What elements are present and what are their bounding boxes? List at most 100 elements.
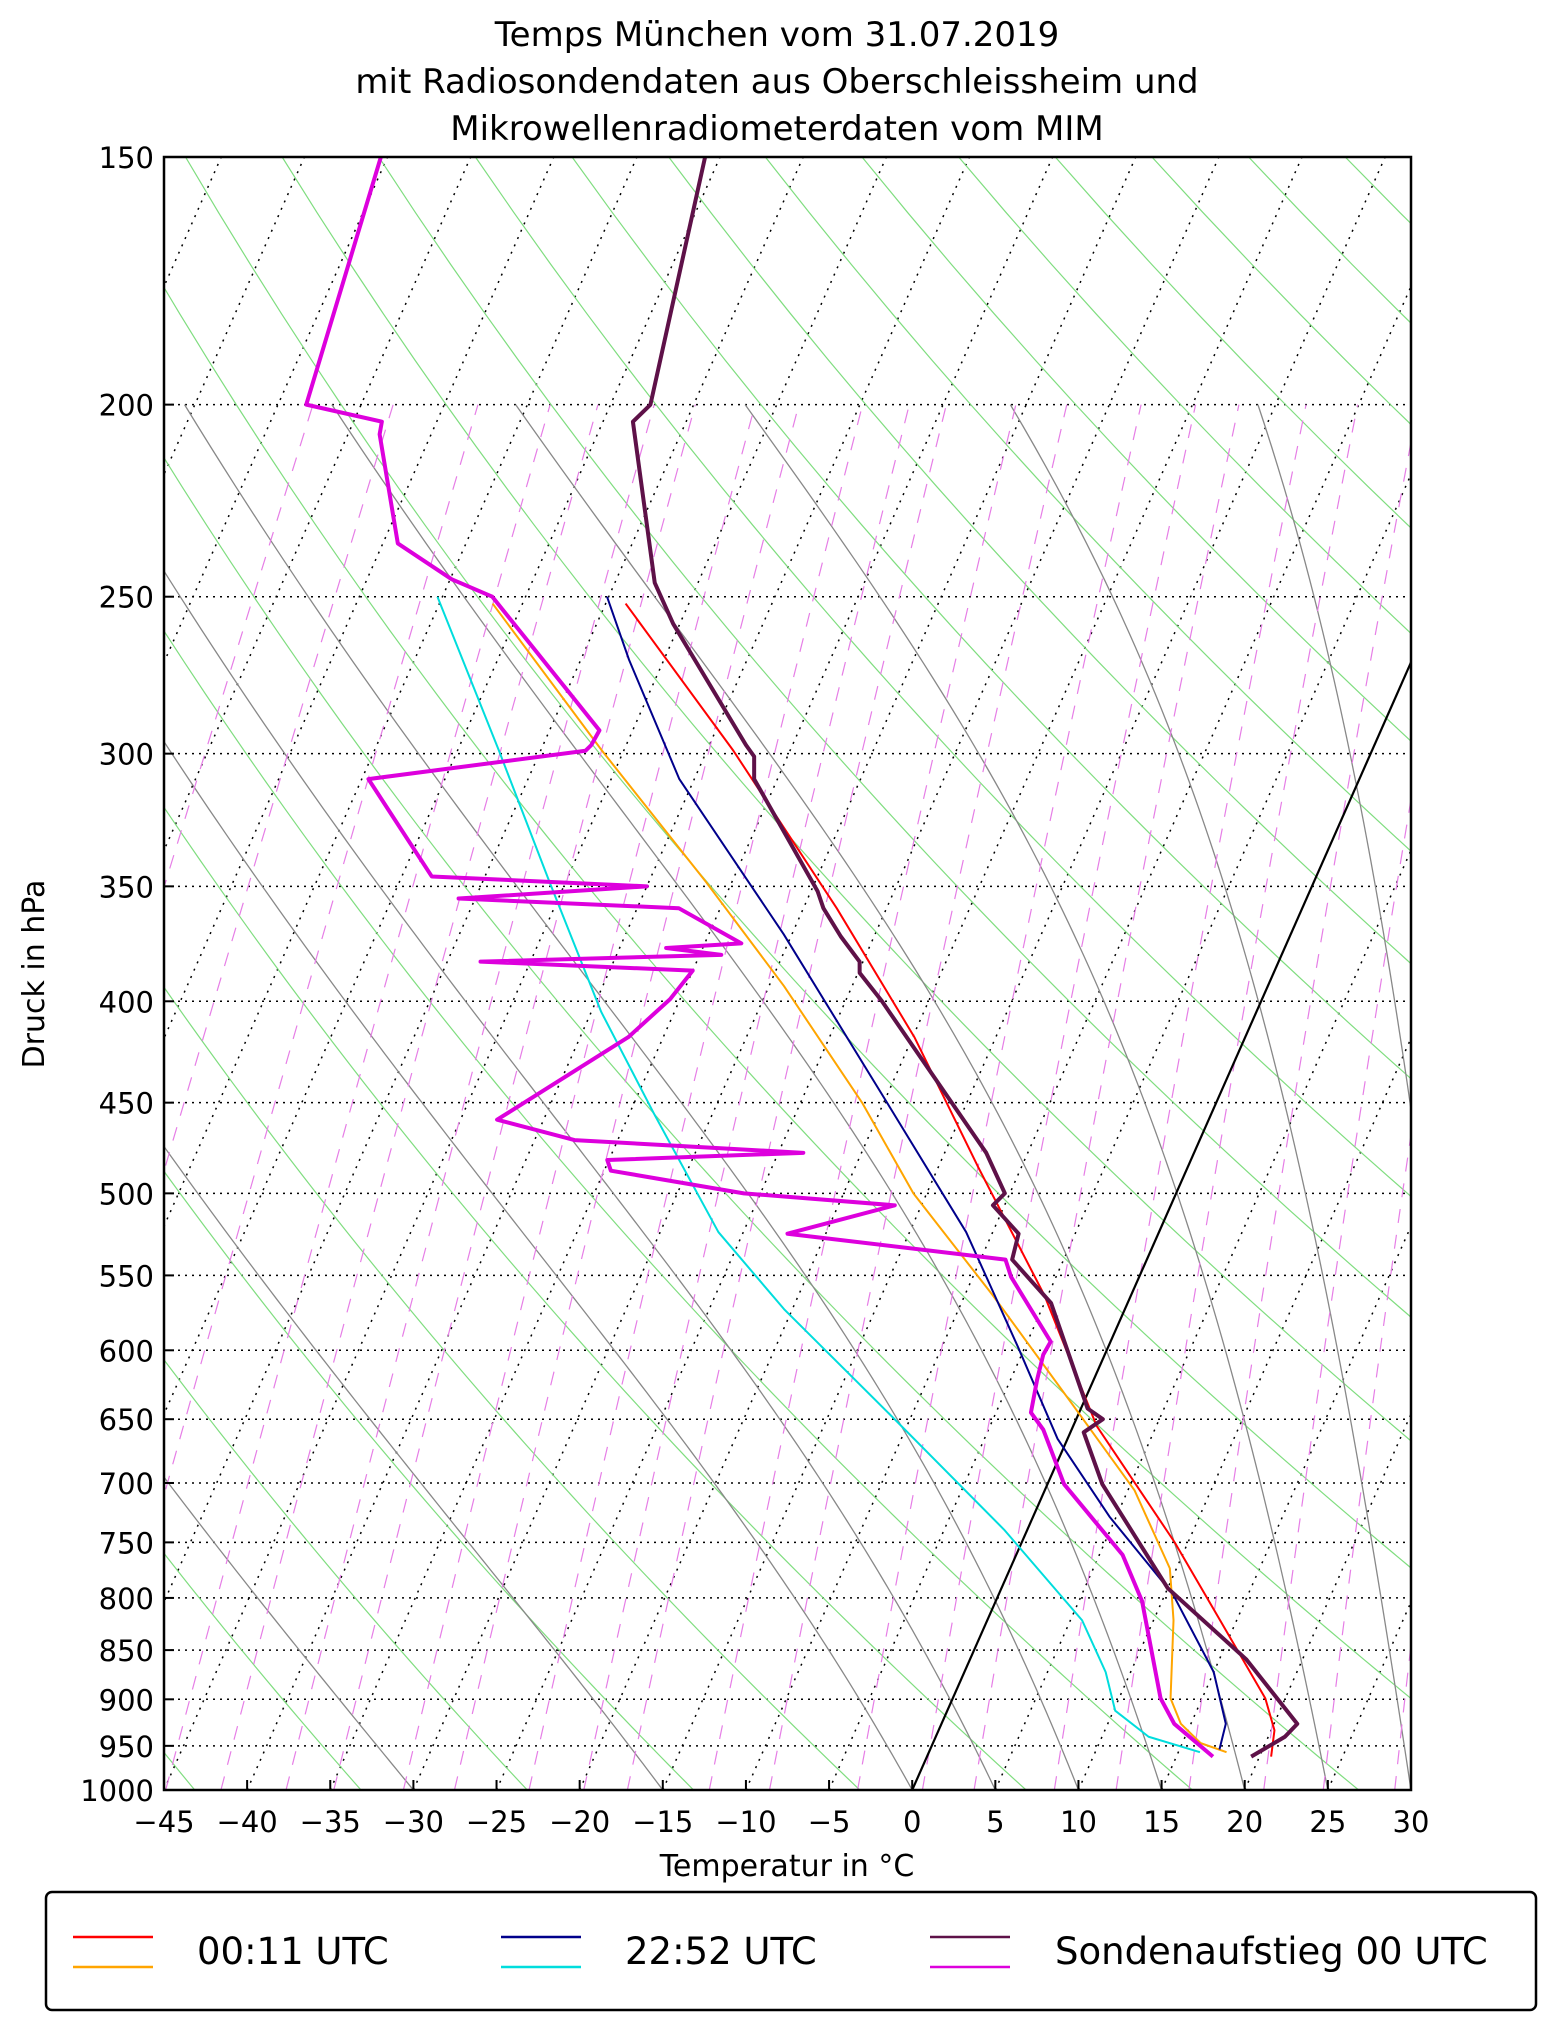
y-axis: 1000 950 900 850 800 750 700 650 600 550 500 450 400… (80, 141, 174, 1808)
dry-adiabat (667, 157, 1411, 965)
moist-adiabat (1257, 404, 1411, 1114)
moist-adiabat (164, 569, 996, 1790)
legend-label: 00:11 UTC (197, 1930, 389, 1973)
x-tick-label: −15 (632, 1805, 693, 1839)
series-line-2 (606, 596, 1227, 1750)
isotherm (1327, 1600, 1411, 1790)
x-tick-label: −45 (133, 1805, 194, 1839)
moist-adiabat (164, 1145, 664, 1790)
y-tick-label: 1000 (80, 1774, 154, 1808)
isotherm (1077, 1036, 1411, 1790)
dry-adiabat (1247, 157, 1411, 324)
isotherm (246, 157, 971, 1790)
x-tick-label: −25 (466, 1805, 527, 1839)
dry-adiabat (957, 157, 1411, 635)
y-tick-label: 900 (99, 1683, 154, 1717)
legend-label: Sondenaufstieg 00 UTC (1055, 1930, 1488, 1973)
mixing-ratio-line (1115, 404, 1359, 1790)
x-tick-label: −20 (549, 1805, 610, 1839)
x-tick-label: −30 (383, 1805, 444, 1839)
mixing-ratio-line (1452, 405, 1542, 1790)
isotherm (412, 157, 1137, 1790)
mixing-ratio-line (768, 404, 1068, 1790)
y-tick-label: 200 (99, 389, 154, 423)
mixing-ratio-line (856, 404, 1142, 1790)
y-tick-label: 850 (99, 1634, 154, 1668)
y-tick-label: 450 (99, 1087, 154, 1121)
mixing-ratio-line (921, 404, 1197, 1790)
x-tick-label: −40 (217, 1805, 278, 1839)
series-line-4 (630, 157, 1300, 1759)
title-line-2: mit Radiosondendaten aus Oberschleisshei… (355, 62, 1198, 102)
dry-adiabat (164, 1358, 528, 1790)
moist-adiabat (183, 404, 1080, 1790)
mixing-ratio-line (333, 404, 696, 1790)
title-line-3: Mikrowellenradiometerdaten vom MIM (450, 109, 1103, 149)
mixing-ratio-line (626, 404, 947, 1790)
chart-title: Temps München vom 31.07.2019 mit Radioso… (355, 15, 1198, 149)
x-tick-label: −5 (808, 1805, 851, 1839)
isotherm (994, 848, 1411, 1790)
legend-label: 22:52 UTC (625, 1930, 817, 1973)
dry-adiabat (184, 157, 1411, 1569)
title-line-1: Temps München vom 31.07.2019 (494, 15, 1060, 55)
legend-box (44, 1890, 1538, 2012)
mixing-ratio-line (402, 404, 756, 1790)
x-tick-label: 0 (903, 1805, 921, 1839)
legend: 00:11 UTC 22:52 UTC Sondenaufstieg 00 UTC (44, 1890, 1538, 2012)
y-tick-label: 400 (99, 985, 154, 1019)
isotherm (1160, 1224, 1411, 1790)
zero-degree-isotherm (911, 659, 1411, 1790)
dry-adiabat (1344, 157, 1411, 225)
x-tick-label: 5 (986, 1805, 1004, 1839)
dry-adiabat (164, 1552, 362, 1790)
y-tick-label: 250 (99, 581, 154, 615)
mixing-ratio-line (165, 404, 551, 1790)
x-tick-label: 20 (1226, 1805, 1263, 1839)
isotherm (1244, 1412, 1411, 1790)
dry-adiabat (164, 286, 1411, 1700)
mixing-ratio-line (1322, 1130, 1411, 1790)
mixing-ratio-line (1188, 439, 1411, 1790)
y-tick-label: 700 (99, 1467, 154, 1501)
moist-adiabat (744, 404, 1329, 1790)
dry-adiabat (1151, 157, 1411, 426)
dry-adiabat (1383, 98, 1542, 1790)
mixing-ratio-line (285, 404, 655, 1790)
dry-adiabat (164, 456, 1360, 1790)
mixing-ratio-line (453, 404, 800, 1790)
dry-adiabat (474, 157, 1411, 1198)
x-tick-label: 30 (1393, 1805, 1430, 1839)
mixing-ratio-line (220, 404, 599, 1790)
x-tick-label: 10 (1060, 1805, 1097, 1839)
moist-adiabat (164, 1476, 414, 1790)
x-axis: −45 −40 −35 −30 −25 −20 −15 −10 −5 0 5 10 15 20 25 30 (133, 1780, 1429, 1839)
isotherm (164, 157, 888, 1790)
mixing-ratio-line (583, 404, 910, 1790)
isotherm (1410, 1788, 1411, 1790)
moist-adiabat (331, 404, 1163, 1790)
dry-adiabat (571, 157, 1411, 1080)
dry-adiabat (164, 1170, 694, 1790)
mixing-ratio-line (1515, 405, 1542, 1790)
mixing-ratio-line (1053, 404, 1307, 1790)
series-line-0 (624, 602, 1276, 1757)
dry-adiabat (164, 806, 1027, 1790)
isotherm (578, 157, 1303, 1790)
dry-adiabat (861, 157, 1411, 742)
x-axis-label: Temperatur in °C (659, 1849, 915, 1884)
mixing-ratio-line (973, 404, 1240, 1790)
x-tick-label: −35 (300, 1805, 361, 1839)
dry-adiabat (764, 157, 1411, 852)
y-tick-label: 600 (99, 1334, 154, 1368)
mixing-ratio-line (1263, 796, 1411, 1790)
x-tick-label: −10 (715, 1805, 776, 1839)
y-tick-label: 550 (99, 1259, 154, 1293)
dry-adiabat (378, 157, 1411, 1318)
background-lines (164, 98, 1542, 1790)
mixing-ratio-line (164, 404, 314, 890)
y-tick-label: 350 (99, 870, 154, 904)
dry-adiabat (1478, 98, 1542, 1790)
isotherm (164, 157, 389, 665)
